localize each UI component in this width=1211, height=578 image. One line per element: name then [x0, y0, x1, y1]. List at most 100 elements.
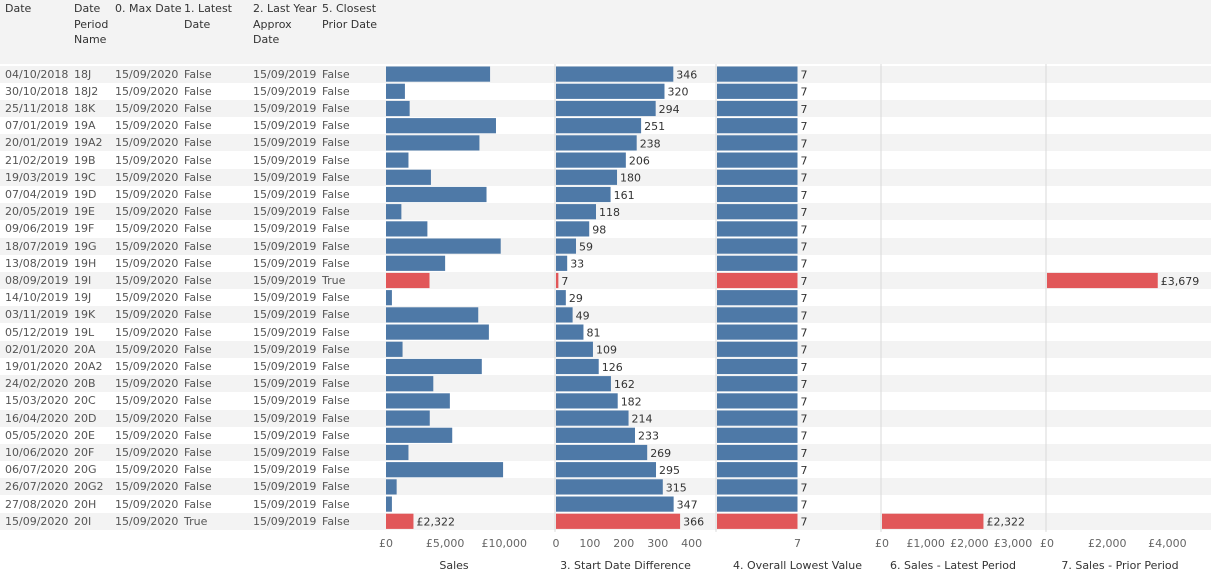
header-closest-prior[interactable]: 5. Closest Prior Date	[322, 2, 378, 31]
cell-period: 20D	[74, 411, 97, 425]
cell-closest: False	[322, 67, 350, 81]
data-label: 7	[801, 309, 808, 322]
tick-label: £2,000	[950, 537, 989, 550]
table-row[interactable]: 19/01/2020 20A2 15/09/2020 False 15/09/2019 F…	[0, 358, 1211, 375]
table-row[interactable]: 09/06/2019 19F 15/09/2020 False 15/09/2019 Fa…	[0, 220, 1211, 237]
table-row[interactable]: 27/08/2020 20H 15/09/2020 False 15/09/2019 Fa…	[0, 496, 1211, 513]
tick-label: 0	[553, 537, 560, 550]
table-row[interactable]: 30/10/2018 18J2 15/09/2020 False 15/09/2019 F…	[0, 83, 1211, 100]
table-row[interactable]: 21/02/2019 19B 15/09/2020 False 15/09/2019 Fa…	[0, 152, 1211, 169]
cell-closest: False	[322, 463, 350, 477]
cell-closest: False	[322, 187, 350, 201]
table-row[interactable]: 20/05/2019 19E 15/09/2020 False 15/09/2019 Fa…	[0, 203, 1211, 221]
data-label: 7	[561, 275, 568, 288]
cell-max-date: 15/09/2020	[115, 239, 179, 253]
data-label: 7	[801, 86, 808, 99]
bar-lowest	[717, 307, 798, 323]
cell-latest: True	[184, 514, 208, 528]
cell-latest: False	[184, 308, 212, 322]
header-period-name[interactable]: Date Period Name	[74, 2, 109, 46]
bar-lowest	[717, 410, 798, 426]
data-label: £3,679	[1161, 275, 1200, 288]
cell-date: 14/10/2019	[5, 291, 69, 305]
cell-date: 08/09/2019	[5, 273, 69, 287]
table-row[interactable]: 03/11/2019 19K 15/09/2020 False 15/09/2019 Fa…	[0, 306, 1211, 324]
bar-sales	[386, 307, 479, 323]
tick-label: £4,000	[1148, 537, 1187, 550]
cell-last-year: 15/09/2019	[253, 411, 317, 425]
cell-max-date: 15/09/2020	[115, 325, 179, 339]
cell-max-date: 15/09/2020	[115, 67, 179, 81]
table-row[interactable]: 02/01/2020 20A 15/09/2020 False 15/09/2019 Fa…	[0, 340, 1211, 358]
tick-label: £1,000	[906, 537, 945, 550]
cell-period: 20A	[74, 342, 96, 356]
data-label: 7	[801, 516, 808, 529]
cell-date: 07/04/2019	[5, 187, 69, 201]
cell-max-date: 15/09/2020	[115, 136, 179, 150]
cell-closest: False	[322, 377, 350, 391]
data-label: 7	[801, 69, 808, 82]
bar-lowest	[717, 169, 798, 185]
table-row[interactable]: 05/05/2020 20E 15/09/2020 False 15/09/2019 Fa…	[0, 427, 1211, 444]
cell-latest: False	[184, 84, 212, 98]
data-label: 7	[801, 464, 808, 477]
bar-sales	[386, 462, 504, 478]
bar-lowest	[717, 152, 798, 168]
axis-title: 3. Start Date Difference	[560, 559, 691, 572]
cell-last-year: 15/09/2019	[253, 445, 317, 459]
data-label: 294	[659, 103, 680, 116]
header-date[interactable]: Date	[5, 2, 32, 15]
bar-sales	[386, 290, 392, 306]
table-row[interactable]: 05/12/2019 19L 15/09/2020 False 15/09/2019 Fa…	[0, 324, 1211, 341]
bar-sales	[386, 66, 491, 82]
data-label: 7	[801, 206, 808, 219]
cell-date: 09/06/2019	[5, 222, 69, 236]
cell-date: 02/01/2020	[5, 342, 69, 356]
header-latest-date[interactable]: 1. Latest Date	[184, 2, 232, 31]
bar-lowest	[717, 479, 798, 495]
data-label: 162	[614, 378, 635, 391]
table-row[interactable]: 18/07/2019 19G 15/09/2020 False 15/09/2019 Fa…	[0, 237, 1211, 255]
cell-latest: False	[184, 256, 212, 270]
header-last-year-date[interactable]: 2. Last Year Approx Date	[253, 2, 317, 46]
cell-closest: False	[322, 325, 350, 339]
table-row[interactable]: 07/04/2019 19D 15/09/2020 False 15/09/2019 Fa…	[0, 186, 1211, 203]
data-label: 7	[801, 481, 808, 494]
header-max-date[interactable]: 0. Max Date	[115, 2, 182, 15]
bar-sales	[386, 410, 430, 426]
data-label: 126	[602, 361, 623, 374]
cell-latest: False	[184, 377, 212, 391]
table-row[interactable]: 07/01/2019 19A 15/09/2020 False 15/09/2019 Fa…	[0, 117, 1211, 134]
bar-sales	[386, 169, 431, 185]
data-label: 251	[644, 120, 665, 133]
bar-sales	[386, 358, 482, 375]
cell-latest: False	[184, 273, 212, 287]
table-row[interactable]: 15/03/2020 20C 15/09/2020 False 15/09/2019 Fa…	[0, 392, 1211, 409]
bar-sales	[386, 186, 487, 203]
bar-lowest	[717, 324, 798, 340]
bar-sales	[386, 324, 489, 340]
table-row[interactable]: 13/08/2019 19H 15/09/2020 False 15/09/2019 Fa…	[0, 255, 1211, 272]
cell-period: 20A2	[74, 359, 103, 373]
table-row[interactable]: 14/10/2019 19J 15/09/2020 False 15/09/2019 Fa…	[0, 289, 1211, 306]
cell-period: 20B	[74, 377, 96, 391]
bar-start_diff	[556, 238, 577, 254]
cell-date: 26/07/2020	[5, 480, 69, 494]
bar-start_diff	[556, 272, 559, 289]
data-label: 29	[569, 292, 583, 305]
cell-last-year: 15/09/2019	[253, 187, 317, 201]
cell-latest: False	[184, 291, 212, 305]
data-label: 295	[659, 464, 680, 477]
cell-latest: False	[184, 119, 212, 133]
tick-label: 100	[579, 537, 600, 550]
cell-last-year: 15/09/2019	[253, 325, 317, 339]
bar-start_diff	[556, 186, 611, 203]
table-row[interactable]: 08/09/2019 19I 15/09/2020 False 15/09/2019 Tr…	[0, 271, 1211, 290]
data-label: 7	[801, 327, 808, 340]
table-row[interactable]: 06/07/2020 20G 15/09/2020 False 15/09/2019 Fa…	[0, 461, 1211, 478]
cell-last-year: 15/09/2019	[253, 342, 317, 356]
bar-sales	[386, 376, 434, 392]
cell-last-year: 15/09/2019	[253, 359, 317, 373]
cell-closest: False	[322, 445, 350, 459]
bar-start_diff	[556, 169, 618, 185]
